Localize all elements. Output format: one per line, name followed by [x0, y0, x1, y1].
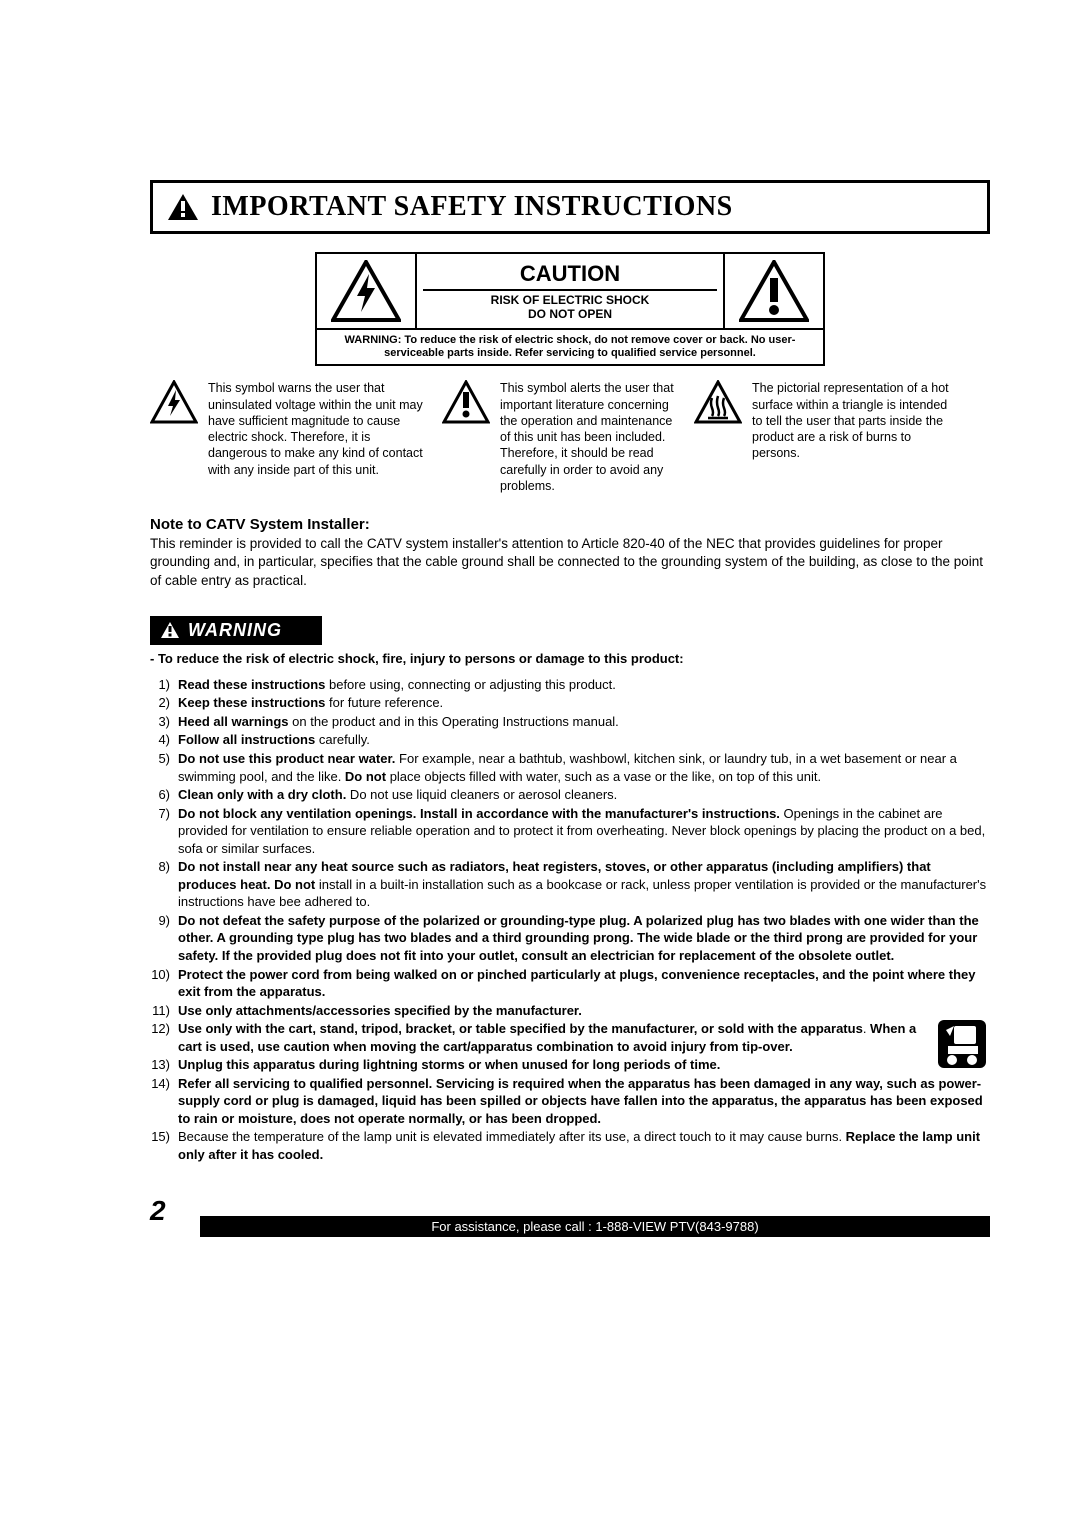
- warning-item: 11)Use only attachments/accessories spec…: [150, 1002, 990, 1020]
- exclamation-triangle-icon: [739, 260, 809, 322]
- item-number: 13): [150, 1056, 178, 1074]
- exclaim-symbol-text: This symbol alerts the user that importa…: [500, 380, 680, 494]
- item-text: Unplug this apparatus during lightning s…: [178, 1056, 720, 1074]
- catv-note-text: This reminder is provided to call the CA…: [150, 535, 990, 590]
- item-text: Do not use this product near water. For …: [178, 750, 990, 785]
- warning-item: 2)Keep these instructions for future ref…: [150, 694, 990, 712]
- item-number: 5): [150, 750, 178, 785]
- item-number: 4): [150, 731, 178, 749]
- warning-item: 10)Protect the power cord from being wal…: [150, 966, 990, 1001]
- page-number: 2: [150, 1195, 200, 1227]
- page-title: IMPORTANT SAFETY INSTRUCTIONS: [211, 191, 733, 223]
- warning-triangle-icon: [167, 193, 199, 221]
- warning-item: 8)Do not install near any heat source su…: [150, 858, 990, 911]
- footer-row: 2 For assistance, please call : 1-888-VI…: [150, 1186, 990, 1237]
- item-number: 14): [150, 1075, 178, 1128]
- item-text: Protect the power cord from being walked…: [178, 966, 990, 1001]
- item-text: Heed all warnings on the product and in …: [178, 713, 619, 731]
- warning-item: 7)Do not block any ventilation openings.…: [150, 805, 990, 858]
- warning-item: 9)Do not defeat the safety purpose of th…: [150, 912, 990, 965]
- item-text: Use only with the cart, stand, tripod, b…: [178, 1020, 920, 1055]
- catv-note-title: Note to CATV System Installer:: [150, 516, 990, 533]
- warning-item: 3)Heed all warnings on the product and i…: [150, 713, 990, 731]
- caution-top-row: CAUTION RISK OF ELECTRIC SHOCK DO NOT OP…: [317, 254, 823, 330]
- bolt-symbol-text: This symbol warns the user that uninsula…: [208, 380, 428, 494]
- item-text: Do not defeat the safety purpose of the …: [178, 912, 990, 965]
- warning-label: WARNING: [188, 620, 282, 641]
- warning-item: 1)Read these instructions before using, …: [150, 676, 990, 694]
- item-number: 12): [150, 1020, 178, 1055]
- item-text: Keep these instructions for future refer…: [178, 694, 443, 712]
- symbol-explanations: This symbol warns the user that uninsula…: [150, 380, 990, 494]
- caution-heading: CAUTION: [423, 261, 717, 291]
- item-text: Do not block any ventilation openings. I…: [178, 805, 990, 858]
- item-number: 15): [150, 1128, 178, 1163]
- warning-item: 4)Follow all instructions carefully.: [150, 731, 990, 749]
- item-text: Refer all servicing to qualified personn…: [178, 1075, 990, 1128]
- hot-surface-triangle-icon: [694, 380, 742, 424]
- warning-item: 15)Because the temperature of the lamp u…: [150, 1128, 990, 1163]
- lightning-triangle-icon: [150, 380, 198, 424]
- cart-tipover-icon: [934, 1016, 990, 1077]
- item-text: Do not install near any heat source such…: [178, 858, 990, 911]
- caution-risk-1: RISK OF ELECTRIC SHOCK: [491, 293, 650, 307]
- warning-item: 6)Clean only with a dry cloth. Do not us…: [150, 786, 990, 804]
- item-number: 1): [150, 676, 178, 694]
- item-number: 3): [150, 713, 178, 731]
- warning-list: 1)Read these instructions before using, …: [150, 676, 990, 1164]
- item-number: 11): [150, 1002, 178, 1020]
- item-text: Read these instructions before using, co…: [178, 676, 616, 694]
- warning-item: 5)Do not use this product near water. Fo…: [150, 750, 990, 785]
- item-text: Because the temperature of the lamp unit…: [178, 1128, 990, 1163]
- title-box: IMPORTANT SAFETY INSTRUCTIONS: [150, 180, 990, 234]
- item-number: 9): [150, 912, 178, 965]
- item-number: 6): [150, 786, 178, 804]
- item-text: Use only attachments/accessories specifi…: [178, 1002, 582, 1020]
- item-number: 7): [150, 805, 178, 858]
- caution-box: CAUTION RISK OF ELECTRIC SHOCK DO NOT OP…: [315, 252, 825, 366]
- caution-warning-text: WARNING: To reduce the risk of electric …: [317, 330, 823, 364]
- page: IMPORTANT SAFETY INSTRUCTIONS CAUTION RI…: [0, 0, 1080, 1528]
- warning-lead-text: - To reduce the risk of electric shock, …: [150, 651, 990, 666]
- warning-item: 14)Refer all servicing to qualified pers…: [150, 1075, 990, 1128]
- warning-triangle-icon: [160, 621, 180, 639]
- item-text: Clean only with a dry cloth. Do not use …: [178, 786, 617, 804]
- lightning-triangle-icon: [331, 260, 401, 322]
- assistance-footer: For assistance, please call : 1-888-VIEW…: [200, 1216, 990, 1237]
- item-number: 8): [150, 858, 178, 911]
- hot-symbol-text: The pictorial representation of a hot su…: [752, 380, 952, 494]
- exclamation-triangle-icon: [442, 380, 490, 424]
- warning-item: 13)Unplug this apparatus during lightnin…: [150, 1056, 990, 1074]
- item-number: 10): [150, 966, 178, 1001]
- item-number: 2): [150, 694, 178, 712]
- item-text: Follow all instructions carefully.: [178, 731, 370, 749]
- warning-bar: WARNING: [150, 616, 322, 645]
- caution-risk-2: DO NOT OPEN: [528, 307, 612, 321]
- warning-item: 12)Use only with the cart, stand, tripod…: [150, 1020, 990, 1055]
